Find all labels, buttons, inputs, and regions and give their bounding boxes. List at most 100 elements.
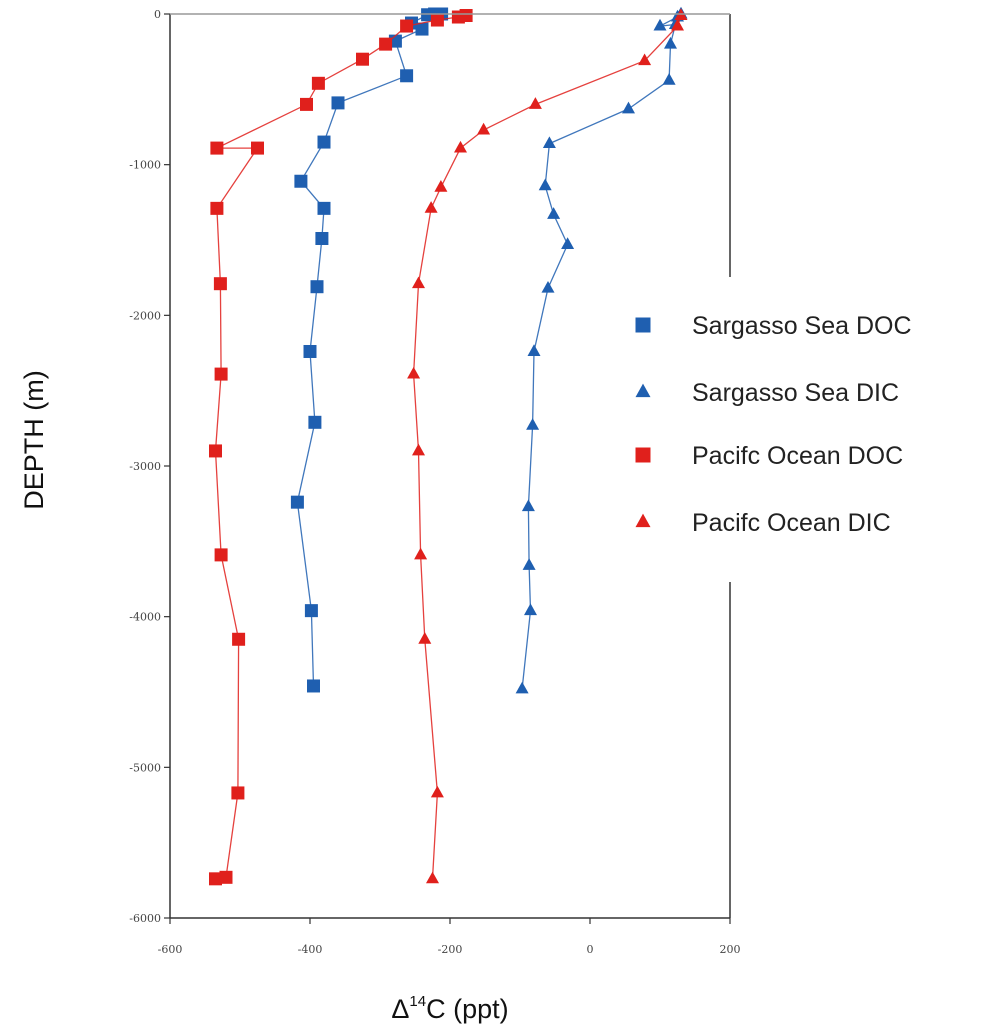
data-point [638,53,652,66]
data-point [214,548,228,562]
x-axis-title-suffix: C (ppt) [426,994,509,1024]
data-point [294,174,308,188]
legend-label: Sargasso Sea DIC [692,379,899,407]
data-point [415,22,429,36]
data-point [379,37,393,51]
legend-marker [635,317,651,333]
data-point [434,180,448,192]
data-point [515,681,529,694]
data-point [414,547,428,560]
data-point [664,36,677,49]
y-axis-title: DEPTH (m) [19,370,49,509]
data-point [304,604,318,618]
legend-background [592,277,998,582]
data-point [541,280,555,293]
data-point [400,19,414,33]
data-point [653,18,667,31]
data-point [547,207,561,219]
data-point [307,679,320,693]
series-sargasso-sea-dic [515,6,688,694]
y-tick-label: -6000 [129,912,161,925]
y-tick-label: 0 [154,8,161,21]
x-tick-label: 0 [587,943,594,956]
data-point [317,135,331,149]
data-point [412,276,425,289]
data-point [356,52,369,66]
data-point [311,76,325,90]
legend-item: Sargasso Sea DIC [635,379,899,407]
data-point [421,8,435,22]
data-point [426,871,439,884]
x-tick-label: 200 [720,943,741,956]
legend-item: Sargasso Sea DOC [635,312,912,340]
y-tick-label: -4000 [129,611,161,624]
data-point [527,344,541,356]
data-point [209,872,222,886]
legend-item: Pacifc Ocean DOC [635,442,903,470]
data-point [662,73,676,85]
series-line [296,13,442,687]
data-point [300,97,313,111]
x-axis-title: Δ14C (ppt) [391,993,508,1024]
legend-label: Pacifc Ocean DOC [692,442,903,470]
x-axis-title-prefix: Δ [391,994,409,1024]
data-point [454,140,467,153]
x-tick-label: -200 [438,943,463,956]
data-point [528,97,542,109]
legend-label: Sargasso Sea DOC [692,312,912,340]
data-point [524,603,537,616]
data-point [538,178,552,191]
data-point [317,201,331,215]
data-point [303,344,317,358]
data-point [214,367,228,381]
legend-item: Pacifc Ocean DIC [635,509,891,537]
data-point [310,280,324,294]
y-tick-label: -1000 [129,159,161,172]
data-point [400,69,414,83]
data-point [210,141,224,155]
x-tick-label: -400 [298,943,323,956]
legend-label: Pacifc Ocean DIC [692,509,891,537]
x-axis-title-superscript: 14 [409,993,426,1010]
data-point [209,444,222,458]
data-point [412,443,425,456]
y-tick-label: -2000 [129,309,161,322]
data-point [542,136,556,149]
data-point [622,101,635,114]
data-point [521,499,535,512]
y-tick-label: -3000 [129,460,161,473]
data-point [526,418,540,430]
series-pacifc-ocean-doc [209,9,473,886]
legend-marker [635,383,651,398]
legend: Sargasso Sea DOC Sargasso Sea DIC Pacifc O… [635,312,912,537]
data-point [210,201,224,215]
data-point [232,632,246,646]
data-point [561,237,575,249]
data-point [231,786,245,800]
data-point [430,785,444,798]
data-point [219,870,233,884]
legend-marker [635,447,651,463]
data-point [522,558,536,570]
data-point [671,18,684,31]
data-point [315,231,329,245]
series-pacifc-ocean-dic [407,8,688,884]
data-point [251,141,264,155]
data-point [424,201,438,213]
data-point [451,10,465,24]
legend-marker [635,513,651,528]
data-point [407,366,421,379]
y-tick-label: -5000 [129,761,161,774]
data-point [331,96,345,110]
x-tick-label: -600 [158,943,183,956]
data-point [213,277,227,291]
data-point [418,632,432,644]
series-sargasso-sea-doc [290,7,449,693]
data-point [430,13,444,27]
ticks-layer: 0-1000-2000-3000-4000-5000-6000-600 -400-… [129,8,740,956]
data-point [308,415,322,429]
series-layer [209,6,688,886]
data-point [477,122,491,135]
data-point [290,495,304,509]
